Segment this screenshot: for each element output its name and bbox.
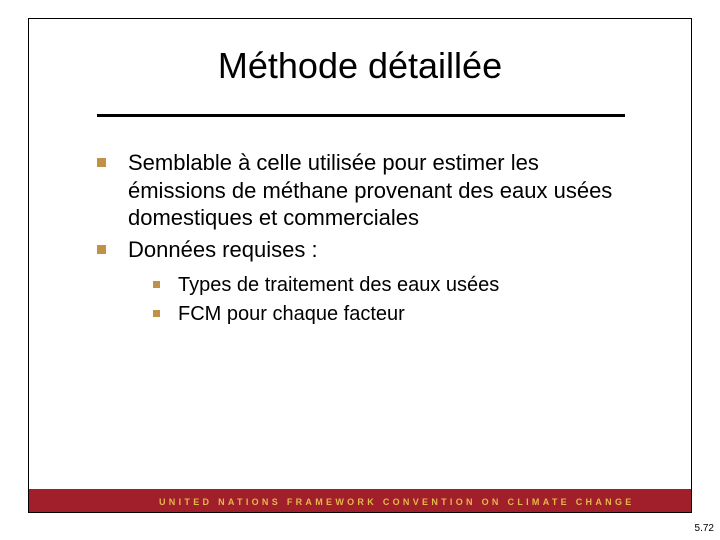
list-item: Types de traitement des eaux usées: [153, 273, 637, 298]
slide-content: Semblable à celle utilisée pour estimer …: [97, 149, 637, 331]
square-bullet-icon: [97, 158, 106, 167]
slide-title: Méthode détaillée: [29, 19, 691, 99]
bullet-text: FCM pour chaque facteur: [178, 302, 405, 327]
list-item: FCM pour chaque facteur: [153, 302, 637, 327]
list-item: Données requises :: [97, 236, 637, 264]
square-bullet-icon: [97, 245, 106, 254]
page-number: 5.72: [695, 523, 714, 534]
square-bullet-icon: [153, 281, 160, 288]
footer-bar: UNITED NATIONS FRAMEWORK CONVENTION ON C…: [29, 489, 691, 512]
slide-frame: Méthode détaillée Semblable à celle util…: [28, 18, 692, 513]
bullet-text: Types de traitement des eaux usées: [178, 273, 499, 298]
footer-org-text: UNITED NATIONS FRAMEWORK CONVENTION ON C…: [159, 497, 635, 507]
sub-list: Types de traitement des eaux usées FCM p…: [97, 273, 637, 327]
title-underline: [97, 114, 625, 117]
square-bullet-icon: [153, 310, 160, 317]
bullet-text: Données requises :: [128, 236, 318, 264]
list-item: Semblable à celle utilisée pour estimer …: [97, 149, 637, 232]
bullet-text: Semblable à celle utilisée pour estimer …: [128, 149, 637, 232]
